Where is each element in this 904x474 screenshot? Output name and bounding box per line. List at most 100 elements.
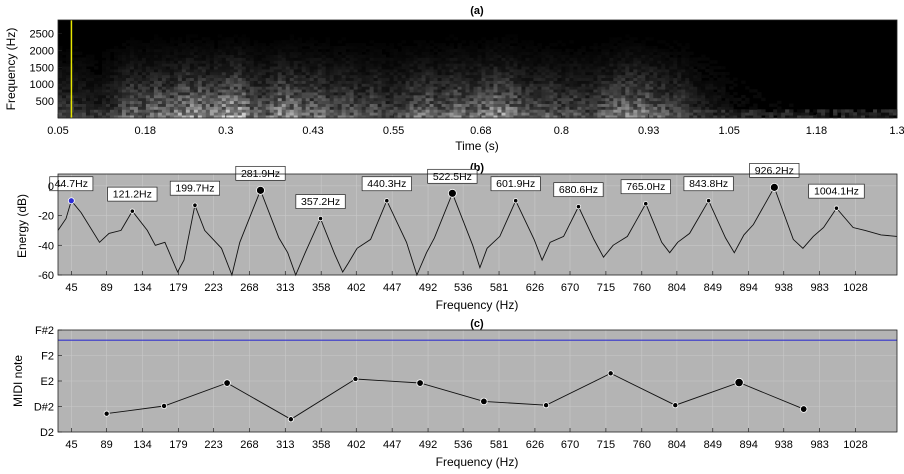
x-tick-label: 313 (276, 282, 294, 294)
x-tick-label: 223 (204, 439, 222, 451)
y-tick-label: 1500 (30, 62, 54, 74)
midi-note-point (103, 410, 110, 417)
x-tick-label: 804 (668, 439, 686, 451)
panel-a-x-ticks: 0.05 0.18 0.3 0.43 0.55 0.68 0.8 0.93 1.05 1.18 1.… (47, 114, 904, 137)
peak-marker (129, 208, 135, 214)
peak-label-box (490, 176, 541, 192)
peak-marker (833, 205, 840, 211)
peak-label-box (169, 180, 220, 196)
peak-marker (256, 185, 265, 195)
panel-b-x-label: Frequency (Hz) (436, 298, 519, 312)
x-tick-label: 358 (312, 439, 330, 451)
x-tick-label: 715 (597, 282, 615, 294)
peak-label: 601.9Hz (496, 178, 535, 190)
midi-note-point (734, 377, 744, 388)
panel-c-title: (c) (470, 318, 484, 330)
x-tick-label: 1.3 (889, 125, 904, 137)
peak-label-box (808, 183, 865, 199)
x-tick-label: 402 (347, 439, 365, 451)
x-tick-label: 134 (133, 439, 151, 451)
peak-marker (317, 215, 324, 222)
panel-a: (a) 0.05 0.18 0.3 0.43 0.55 0.68 0.8 0.93 1.05 1.… (4, 5, 904, 153)
y-tick-label: 500 (36, 96, 54, 108)
midi-note-point (607, 370, 614, 377)
x-tick-label: 268 (240, 282, 258, 294)
x-tick-label: 0.55 (383, 125, 404, 137)
peak-label-box (295, 194, 346, 209)
x-tick-label: 983 (810, 282, 828, 294)
x-tick-label: 0.68 (470, 125, 491, 137)
x-tick-label: 581 (490, 439, 508, 451)
panel-b-y-label: Energy (dB) (15, 194, 29, 258)
x-tick-label: 447 (383, 439, 401, 451)
x-tick-label: 492 (419, 282, 437, 294)
peak-label-box (427, 168, 478, 184)
peak-label: 440.3Hz (367, 178, 406, 190)
x-tick-label: 804 (668, 282, 686, 294)
x-tick-label: 402 (347, 282, 365, 294)
x-tick-label: 89 (101, 282, 113, 294)
midi-note-points (103, 370, 808, 423)
peak-label: 680.6Hz (559, 184, 598, 196)
panel-b-y-ticks: 0-20-40-60 (38, 181, 62, 282)
x-tick-label: 894 (739, 282, 757, 294)
x-tick-label: 670 (561, 282, 579, 294)
x-tick-label: 0.93 (638, 125, 659, 137)
x-tick-label: 492 (419, 439, 437, 451)
y-tick-label: 1000 (30, 79, 54, 91)
x-tick-label: 983 (810, 439, 828, 451)
x-tick-label: 0.05 (47, 125, 68, 137)
midi-note-point (416, 379, 424, 387)
x-tick-label: 938 (775, 439, 793, 451)
x-tick-label: 0.3 (218, 125, 233, 137)
peak-label: 765.0Hz (626, 181, 665, 193)
peak-label-box (620, 179, 671, 195)
peak-label-box (107, 186, 158, 202)
midi-note-point (352, 375, 359, 382)
x-tick-label: 45 (65, 439, 77, 451)
x-tick-label: 536 (454, 439, 472, 451)
spectrogram-fade (58, 20, 897, 118)
panel-c-x-ticks: 45 89 134 179 223 268 313 358 402 447 492 536 581 626… (65, 428, 868, 451)
x-tick-label: 581 (490, 282, 508, 294)
peak-marker (575, 204, 582, 210)
panel-a-y-label: Frequency (Hz) (4, 28, 18, 111)
panel-b-frame (57, 173, 898, 276)
x-tick-label: 938 (775, 282, 793, 294)
y-tick-label: D2 (40, 427, 54, 439)
x-tick-label: 89 (101, 439, 113, 451)
peak-label: 121.2Hz (113, 189, 152, 201)
peak-marker (447, 188, 457, 198)
y-tick-label: F2 (41, 351, 54, 363)
peak-label-box (361, 176, 412, 192)
peak-marker (643, 201, 649, 207)
peak-label-box (553, 182, 604, 198)
peak-marker (384, 198, 390, 204)
x-tick-label: 1.05 (718, 125, 739, 137)
peak-marker (706, 198, 712, 204)
y-tick-label: D#2 (34, 402, 54, 414)
midi-note-point (672, 402, 679, 409)
x-tick-label: 0.43 (302, 125, 323, 137)
y-tick-label: -20 (38, 211, 54, 223)
midi-note-line (106, 372, 804, 420)
peak-label: 522.5Hz (433, 171, 472, 183)
midi-note-point (287, 416, 294, 423)
y-tick-label: 2000 (30, 45, 54, 57)
x-tick-label: 849 (704, 282, 722, 294)
x-tick-label: 715 (597, 439, 615, 451)
peak-marker (67, 197, 75, 205)
y-tick-label: 0 (48, 181, 54, 193)
panel-b-x-ticks: 45 89 134 179 223 268 313 358 402 447 492 536 581 626… (65, 271, 868, 294)
x-tick-label: 134 (133, 282, 151, 294)
x-tick-label: 670 (561, 439, 579, 451)
x-tick-label: 760 (633, 439, 651, 451)
peak-label-box (683, 176, 734, 192)
x-tick-label: 0.8 (554, 125, 569, 137)
x-tick-label: 268 (240, 439, 258, 451)
peak-label: 357.2Hz (301, 196, 340, 208)
panel-c: (c) 45 89 134 179 223 268 313 358 402 447 492 536 58… (11, 318, 898, 469)
